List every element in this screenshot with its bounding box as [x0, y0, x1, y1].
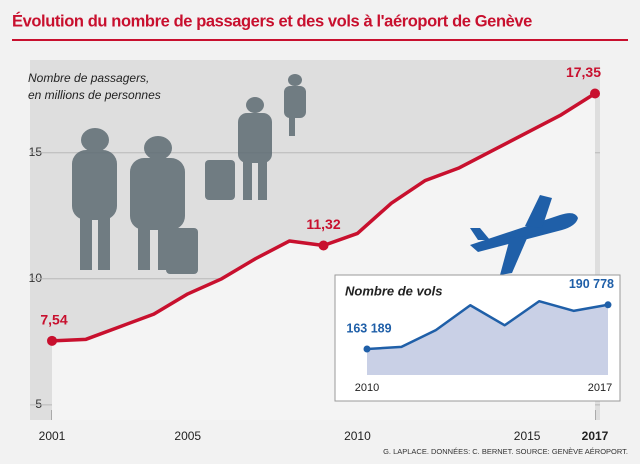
- data-label: 11,32: [306, 216, 340, 232]
- point: [590, 88, 600, 99]
- point: [363, 345, 371, 353]
- data-label: 190 778: [569, 277, 614, 291]
- x-tick-label: 2001: [39, 429, 66, 443]
- x-tick-label: 2005: [174, 429, 201, 443]
- x-tick-label: 2017: [582, 429, 609, 443]
- y-axis-label: Nombre de passagers,: [28, 71, 149, 85]
- inset-title: Nombre de vols: [345, 283, 443, 298]
- data-label: 7,54: [40, 312, 67, 328]
- point: [318, 240, 329, 251]
- source: G. LAPLACE. DONNÉES: C. BERNET. SOURCE: …: [383, 447, 628, 456]
- data-label: 163 189: [346, 321, 391, 335]
- data-label: 17,35: [566, 64, 601, 80]
- area: [367, 301, 608, 375]
- x-tick-label: 2010: [355, 382, 379, 394]
- chart-title: Évolution du nombre de passagers et des …: [12, 11, 532, 30]
- x-tick-label: 2017: [588, 382, 612, 394]
- y-tick-label: 15: [29, 145, 43, 159]
- point: [47, 335, 57, 346]
- y-axis-label: en millions de personnes: [28, 88, 161, 102]
- y-tick-label: 5: [35, 397, 42, 411]
- inset-plot: 2010 2017 163 189 190 778: [346, 277, 614, 394]
- plane-illustration: [470, 195, 578, 275]
- x-tick-label: 2015: [514, 429, 541, 443]
- point: [604, 301, 612, 309]
- line: [366, 299, 609, 351]
- y-tick-label: 10: [29, 271, 43, 285]
- travellers-illustration: [72, 74, 306, 274]
- x-tick-label: 2010: [344, 429, 371, 443]
